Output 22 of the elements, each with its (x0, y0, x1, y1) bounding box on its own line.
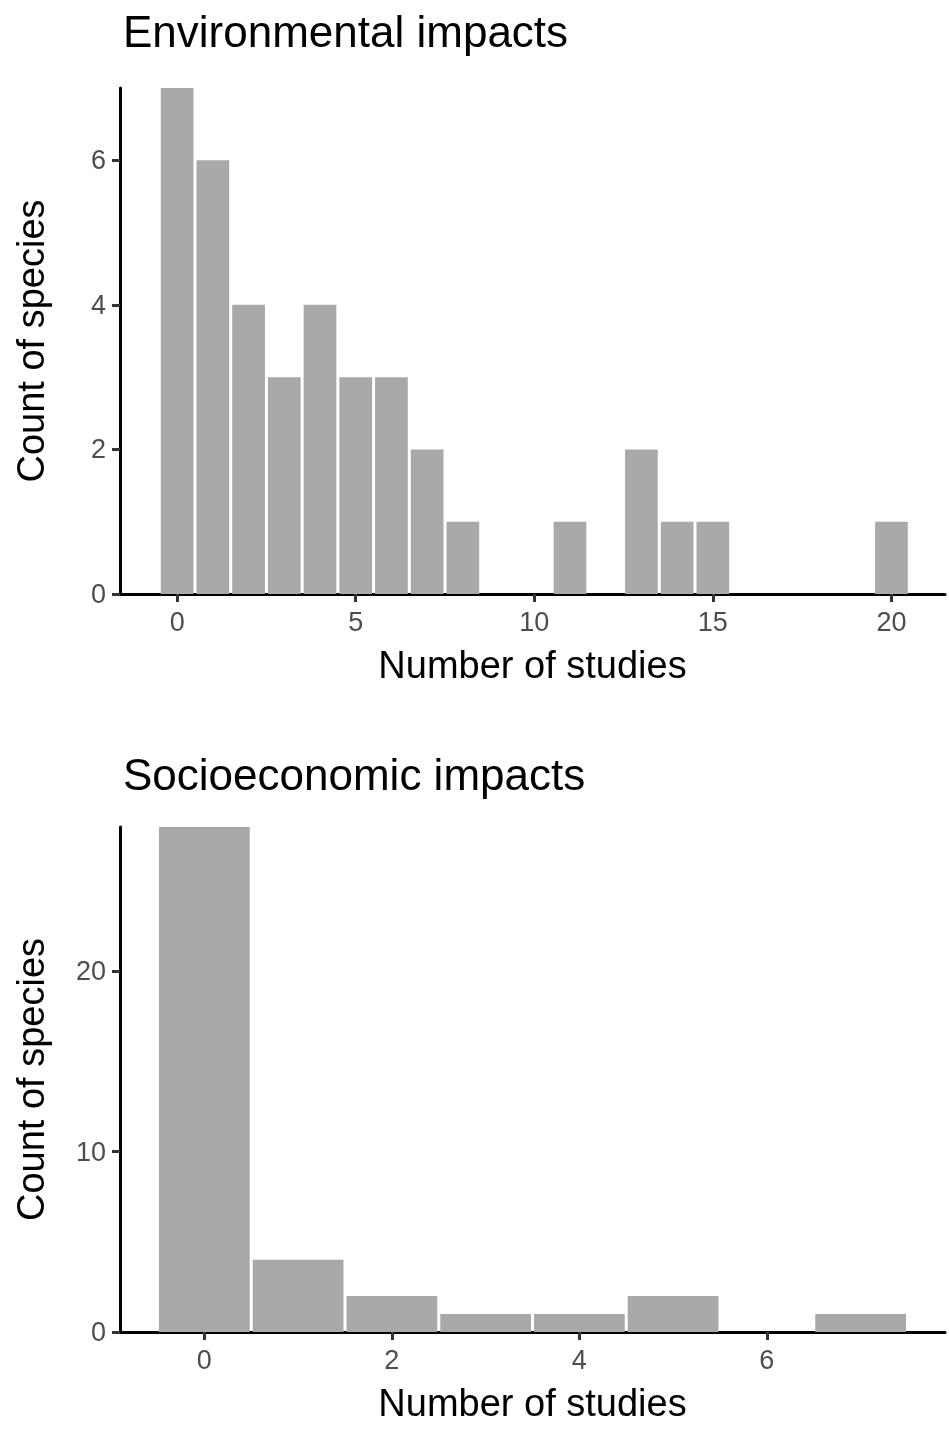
x-tick-label: 15 (697, 606, 728, 637)
x-tick-label: 5 (348, 606, 364, 637)
x-tick-label: 10 (519, 606, 550, 637)
x-tick-label: 20 (876, 606, 907, 637)
x-tick-label: 4 (571, 1344, 587, 1375)
y-axis-title: Count of species (10, 199, 52, 483)
chart-title: Environmental impacts (123, 6, 569, 56)
x-tick-label: 0 (196, 1344, 212, 1375)
y-axis-title: Count of species (10, 937, 52, 1222)
y-tick-label: 0 (90, 579, 106, 609)
x-tick-label: 6 (759, 1344, 775, 1375)
y-tick-label: 10 (75, 1136, 106, 1167)
x-tick-label: 2 (384, 1344, 400, 1375)
y-tick-label: 0 (90, 1317, 106, 1347)
y-tick-label: 2 (90, 434, 106, 465)
y-tick-label: 4 (90, 289, 106, 320)
y-tick-label: 6 (90, 145, 106, 176)
x-axis-title: Number of studies (378, 644, 687, 686)
chart-title: Socioeconomic impacts (123, 749, 586, 799)
x-tick-label: 0 (169, 606, 185, 637)
x-axis-title: Number of studies (378, 1382, 687, 1424)
y-tick-label: 20 (75, 956, 106, 987)
